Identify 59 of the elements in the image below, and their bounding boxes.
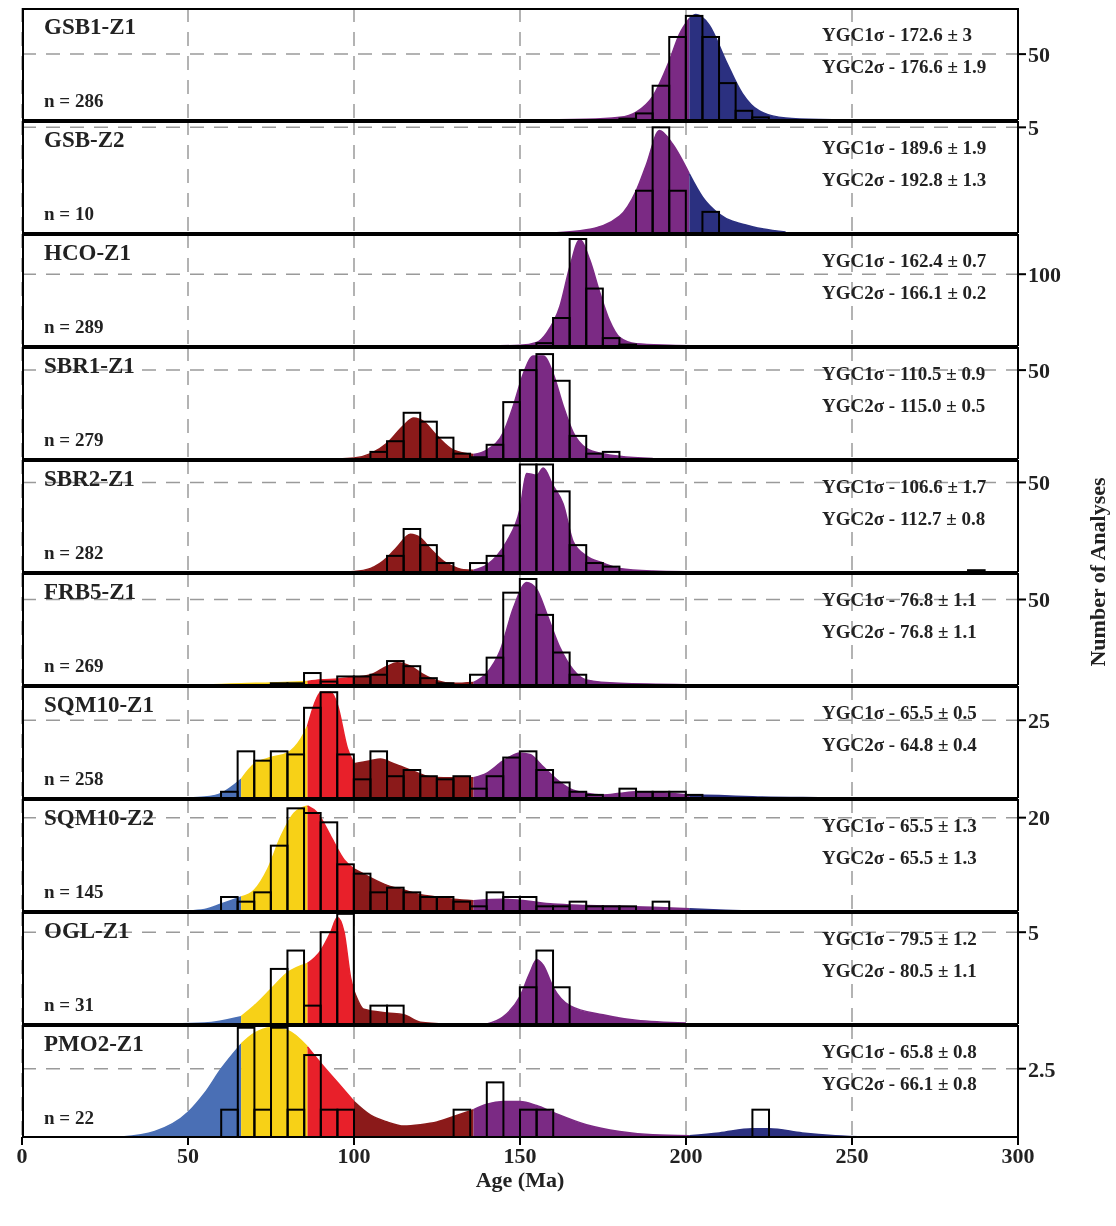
annotation: n = 145 [44,881,104,903]
chart-title: GSB-Z2 [44,127,125,153]
annotation: YGC1σ - 65.5 ± 1.3 [822,815,977,837]
x-tick-label: 0 [16,1142,28,1168]
annotation: YGC2σ - 192.8 ± 1.3 [822,169,987,191]
annotation: n = 10 [44,203,94,225]
annotation: YGC2σ - 115.0 ± 0.5 [822,395,986,417]
chart-title: SBR2-Z1 [44,466,135,492]
annotation: YGC1σ - 65.5 ± 0.5 [822,702,977,724]
chart-title: FRB5-Z1 [44,579,136,605]
y-tick-label: 5 [1028,920,1039,946]
annotation: YGC1σ - 79.5 ± 1.2 [822,928,977,950]
annotation: n = 258 [44,768,104,790]
annotation: YGC2σ - 176.6 ± 1.9 [822,56,987,78]
chart-title: OGL-Z1 [44,918,130,944]
y-tick-label: 50 [1028,587,1050,613]
annotation: YGC1σ - 110.5 ± 0.9 [822,363,986,385]
y-axis-title: Number of Analyses [1085,477,1111,667]
y-tick-label: 20 [1028,805,1050,831]
chart-title: SQM10-Z2 [44,805,154,831]
y-tick-label: 50 [1028,357,1050,383]
x-tick-label: 50 [177,1142,199,1168]
annotation: YGC2σ - 66.1 ± 0.8 [822,1073,977,1095]
annotation: YGC2σ - 65.5 ± 1.3 [822,847,977,869]
annotation: YGC1σ - 76.8 ± 1.1 [822,589,977,611]
annotation: YGC2σ - 76.8 ± 1.1 [822,621,977,643]
annotation: YGC1σ - 65.8 ± 0.8 [822,1041,977,1063]
y-tick-label: 100 [1028,262,1061,288]
annotation: n = 22 [44,1107,94,1129]
annotation: YGC2σ - 112.7 ± 0.8 [822,508,986,530]
annotation: n = 289 [44,316,104,338]
annotation: YGC2σ - 166.1 ± 0.2 [822,282,987,304]
annotation: YGC1σ - 162.4 ± 0.7 [822,250,987,272]
annotation: n = 286 [44,90,104,112]
annotation: YGC1σ - 172.6 ± 3 [822,24,973,46]
x-tick-label: 150 [503,1142,537,1168]
x-tick-label: 100 [337,1142,371,1168]
annotation: n = 269 [44,655,104,677]
annotation: n = 282 [44,542,104,564]
y-tick-label: 25 [1028,708,1050,734]
y-tick-label: 2.5 [1028,1056,1056,1082]
x-tick-label: 300 [1001,1142,1035,1168]
chart-title: HCO-Z1 [44,240,131,266]
y-tick-label: 50 [1028,41,1050,67]
chart-title: SQM10-Z1 [44,692,154,718]
x-tick-label: 250 [835,1142,869,1168]
annotation: YGC2σ - 80.5 ± 1.1 [822,960,977,982]
x-tick-label: 200 [669,1142,703,1168]
annotation: YGC1σ - 189.6 ± 1.9 [822,137,987,159]
y-tick-label: 5 [1028,115,1039,141]
annotation: YGC2σ - 64.8 ± 0.4 [822,734,977,756]
chart-title: SBR1-Z1 [44,353,135,379]
x-axis-title: Age (Ma) [475,1167,565,1193]
y-tick-label: 50 [1028,470,1050,496]
annotation: n = 279 [44,429,104,451]
chart-title: PMO2-Z1 [44,1031,144,1057]
chart-title: GSB1-Z1 [44,14,137,40]
annotation: n = 31 [44,994,94,1016]
annotation: YGC1σ - 106.6 ± 1.7 [822,476,987,498]
